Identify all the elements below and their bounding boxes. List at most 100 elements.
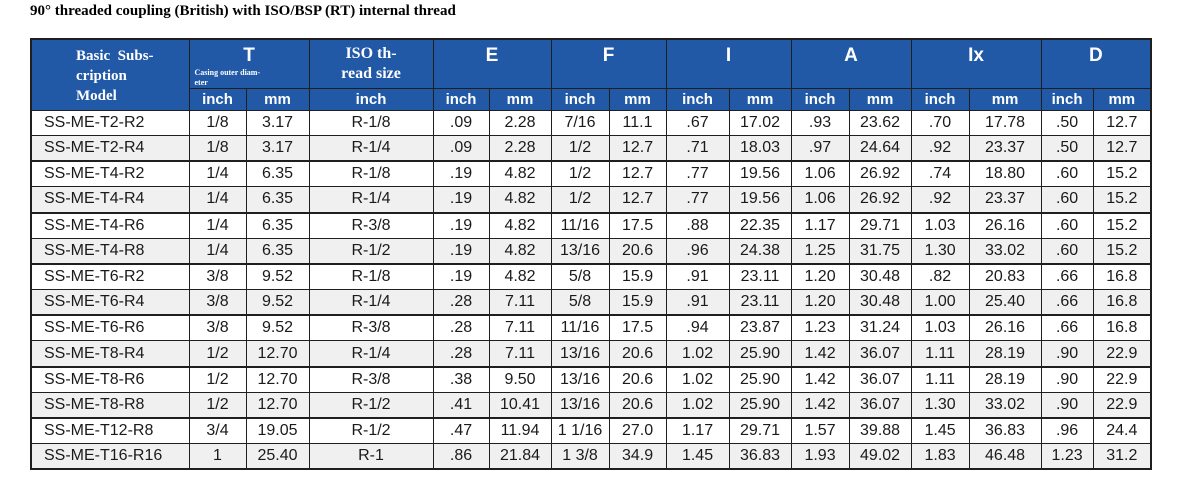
- header-unit-f-mm: mm: [608, 87, 667, 111]
- value-cell: .28: [432, 314, 490, 342]
- value-cell: 20.6: [608, 391, 667, 420]
- model-cell: SS-ME-T8-R6: [30, 366, 190, 393]
- value-cell: 33.02: [968, 391, 1042, 420]
- model-cell: SS-ME-T6-R2: [30, 263, 190, 291]
- value-cell: 1.06: [790, 160, 850, 188]
- value-cell: 5/8: [550, 289, 610, 317]
- value-cell: 1.93: [790, 443, 850, 471]
- value-cell: 27.0: [608, 417, 667, 445]
- value-cell: 24.4: [1092, 417, 1152, 445]
- value-cell: 6.35: [245, 160, 310, 188]
- value-cell: R-1/8: [308, 263, 434, 291]
- value-cell: 1.02: [665, 391, 730, 420]
- value-cell: 20.6: [608, 340, 667, 368]
- value-cell: 28.19: [968, 340, 1042, 368]
- value-cell: .28: [432, 340, 490, 368]
- value-cell: .71: [665, 134, 730, 163]
- value-cell: 39.88: [848, 417, 912, 445]
- value-cell: .50: [1040, 134, 1094, 163]
- model-cell: SS-ME-T12-R8: [30, 417, 190, 445]
- value-cell: .60: [1040, 160, 1094, 188]
- value-cell: R-3/8: [308, 366, 434, 393]
- header-unit-i-inch: inch: [665, 87, 730, 111]
- value-cell: 1.45: [910, 417, 970, 445]
- value-cell: 23.11: [728, 289, 792, 317]
- value-cell: 7/16: [550, 109, 610, 136]
- value-cell: 11/16: [550, 314, 610, 342]
- value-cell: 1 3/8: [550, 443, 610, 471]
- value-cell: 25.90: [728, 366, 792, 393]
- header-d-label: D: [1088, 45, 1103, 66]
- header-unit-e-inch: inch: [432, 87, 490, 111]
- value-cell: 23.87: [728, 314, 792, 342]
- value-cell: 26.92: [848, 160, 912, 188]
- value-cell: 4.82: [488, 212, 552, 239]
- header-group-t: T Casing outer diam- eter: [188, 38, 310, 89]
- value-cell: 13/16: [550, 237, 610, 265]
- header-t-label: T: [243, 45, 255, 66]
- model-cell: SS-ME-T4-R4: [30, 186, 190, 214]
- value-cell: 25.90: [728, 391, 792, 420]
- header-unit-ix-mm: mm: [968, 87, 1042, 111]
- value-cell: 33.02: [968, 237, 1042, 265]
- value-cell: .74: [910, 160, 970, 188]
- value-cell: 24.64: [848, 134, 912, 163]
- value-cell: 18.03: [728, 134, 792, 163]
- header-unit-e-mm: mm: [488, 87, 552, 111]
- value-cell: R-1/2: [308, 417, 434, 445]
- value-cell: 1.45: [665, 443, 730, 471]
- value-cell: .09: [432, 109, 490, 136]
- value-cell: 9.50: [488, 366, 552, 393]
- value-cell: 1.42: [790, 366, 850, 393]
- value-cell: .38: [432, 366, 490, 393]
- value-cell: 1/8: [188, 109, 247, 136]
- table-row: SS-ME-T8-R6 1/2 12.70 R-3/8.38 9.50 13/16 20.6…: [30, 366, 1152, 393]
- table-row: SS-ME-T8-R8 1/2 12.70 R-1/2.41 10.41 13/16 20.…: [30, 391, 1152, 420]
- value-cell: 4.82: [488, 263, 552, 291]
- value-cell: 3.17: [245, 109, 310, 136]
- value-cell: 28.19: [968, 366, 1042, 393]
- value-cell: 1/2: [550, 134, 610, 163]
- value-cell: 10.41: [488, 391, 552, 420]
- value-cell: 1/2: [188, 340, 247, 368]
- header-e-label: E: [485, 45, 499, 66]
- model-cell: SS-ME-T2-R2: [30, 109, 190, 136]
- value-cell: 1/4: [188, 186, 247, 214]
- value-cell: 1: [188, 443, 247, 471]
- value-cell: 9.52: [245, 289, 310, 317]
- value-cell: 25.40: [968, 289, 1042, 317]
- table-row: SS-ME-T4-R8 1/4 6.35 R-1/2.19 4.82 13/16 20.6.…: [30, 237, 1152, 265]
- value-cell: 17.5: [608, 314, 667, 342]
- value-cell: 20.83: [968, 263, 1042, 291]
- value-cell: 16.8: [1092, 263, 1152, 291]
- value-cell: 6.35: [245, 212, 310, 239]
- value-cell: 23.37: [968, 134, 1042, 163]
- value-cell: 11.94: [488, 417, 552, 445]
- header-unit-iso-inch: inch: [308, 87, 434, 111]
- value-cell: 1.23: [790, 314, 850, 342]
- value-cell: 22.35: [728, 212, 792, 239]
- value-cell: 15.2: [1092, 212, 1152, 239]
- value-cell: 49.02: [848, 443, 912, 471]
- value-cell: 1.83: [910, 443, 970, 471]
- value-cell: .93: [790, 109, 850, 136]
- value-cell: 31.24: [848, 314, 912, 342]
- value-cell: .82: [910, 263, 970, 291]
- value-cell: 36.07: [848, 340, 912, 368]
- value-cell: .94: [665, 314, 730, 342]
- header-i-label: I: [725, 45, 732, 66]
- value-cell: .66: [1040, 314, 1094, 342]
- header-model: Basic Subs- cription Model: [30, 38, 190, 111]
- table-row: SS-ME-T6-R6 3/8 9.52 R-3/8.28 7.11 11/16 17.5.…: [30, 314, 1152, 342]
- value-cell: R-1/8: [308, 109, 434, 136]
- model-cell: SS-ME-T4-R2: [30, 160, 190, 188]
- value-cell: 20.6: [608, 237, 667, 265]
- header-group-ix: Ix: [910, 38, 1042, 89]
- value-cell: 2.28: [488, 109, 552, 136]
- value-cell: .19: [432, 263, 490, 291]
- value-cell: R-3/8: [308, 212, 434, 239]
- page-title: 90° threaded coupling (British) with ISO…: [30, 3, 456, 19]
- value-cell: 9.52: [245, 263, 310, 291]
- header-unit-t-mm: mm: [245, 87, 310, 111]
- header-unit-ix-inch: inch: [910, 87, 970, 111]
